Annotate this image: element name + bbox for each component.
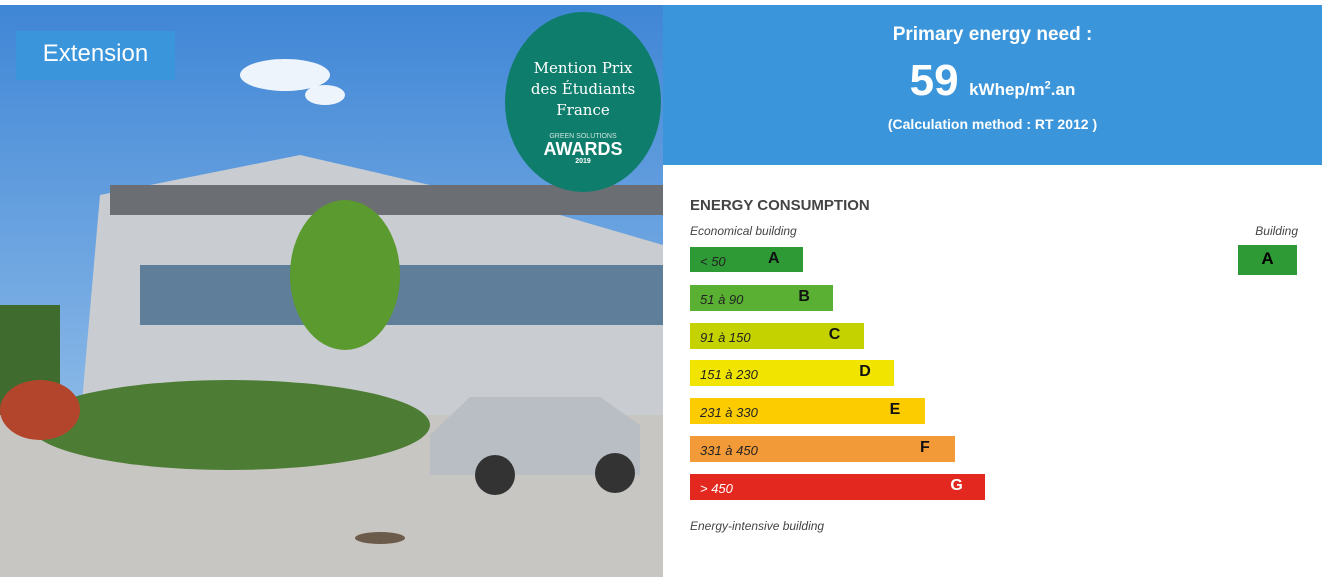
class-letter: A (768, 250, 780, 268)
energy-value: 59 (910, 56, 959, 105)
class-range: 151 à 230 (700, 367, 758, 382)
energy-class-bar: 231 à 330 E (690, 398, 925, 424)
energy-class-bar: 51 à 90 B (690, 285, 833, 311)
class-letter: F (920, 439, 930, 457)
class-letter: E (890, 401, 901, 419)
energy-class-bar: > 450 G (690, 474, 985, 500)
class-letter: D (859, 363, 871, 381)
header-title: Primary energy need : (663, 24, 1322, 46)
energy-unit: kWhep/m (969, 80, 1045, 99)
page: Extension Mention Prix des Étudiants Fra… (0, 0, 1322, 577)
class-range: > 450 (700, 481, 733, 496)
bottom-note: Energy-intensive building (690, 519, 824, 533)
class-range: 51 à 90 (700, 292, 743, 307)
badge-brand: GREEN SOLUTIONS (505, 133, 661, 140)
class-letter: B (798, 288, 810, 306)
class-letter: G (950, 477, 962, 495)
energy-class-bar: 151 à 230 D (690, 360, 894, 386)
photo-tag: Extension (16, 31, 175, 80)
award-badge: Mention Prix des Étudiants France GREEN … (505, 12, 661, 192)
building-heading: Building (1255, 224, 1298, 238)
label-title: ENERGY CONSUMPTION (690, 197, 870, 214)
building-class: A (1238, 245, 1297, 275)
badge-year: 2019 (505, 158, 661, 165)
energy-header: Primary energy need : 59 kWhep/m2.an (Ca… (663, 5, 1322, 165)
class-range: 231 à 330 (700, 405, 758, 420)
energy-class-bar: 91 à 150 C (690, 323, 864, 349)
class-range: < 50 (700, 254, 726, 269)
class-range: 331 à 450 (700, 443, 758, 458)
energy-class-bar: < 50 A (690, 247, 803, 272)
badge-line: France (505, 100, 661, 121)
top-note: Economical building (690, 224, 797, 238)
class-letter: C (829, 326, 841, 344)
badge-award: AWARDS (505, 140, 661, 158)
calc-method: (Calculation method : RT 2012 ) (663, 116, 1322, 132)
energy-class-bar: 331 à 450 F (690, 436, 955, 462)
class-range: 91 à 150 (700, 330, 751, 345)
badge-line: Mention Prix (505, 58, 661, 79)
energy-unit-suffix: .an (1051, 80, 1076, 99)
badge-line: des Étudiants (505, 79, 661, 100)
